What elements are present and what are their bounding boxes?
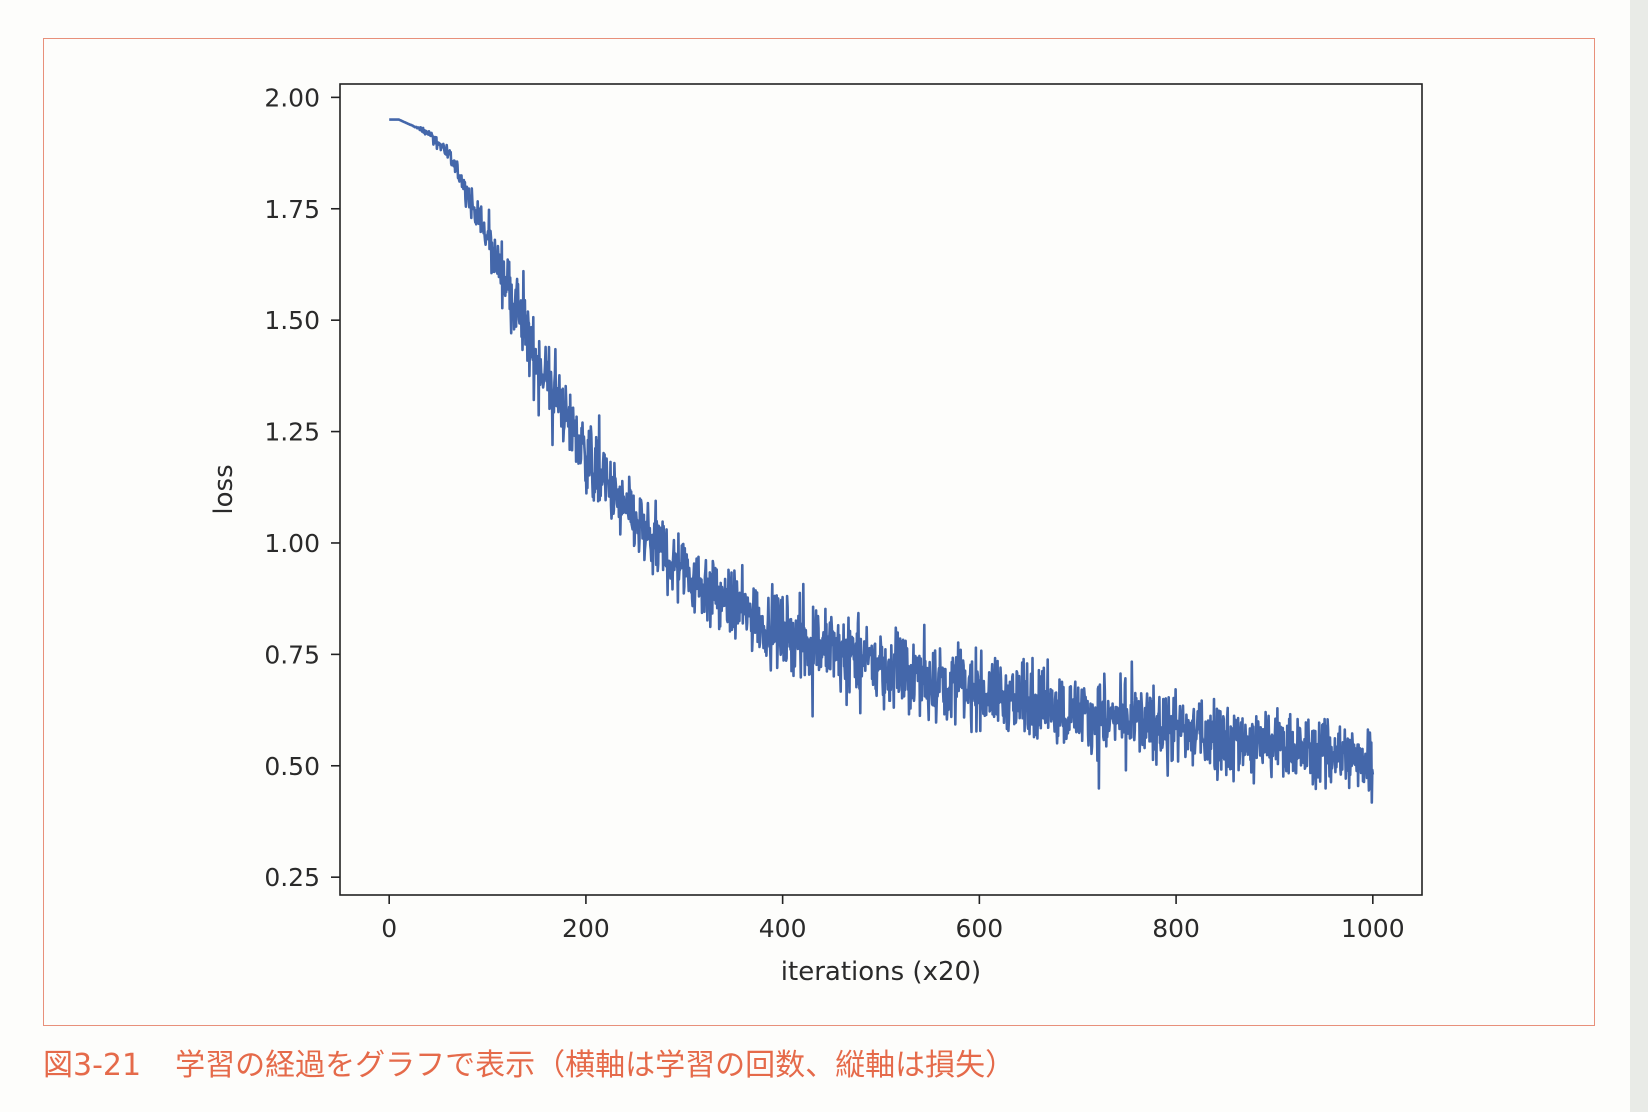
y-tick-label: 0.75 (264, 640, 320, 669)
y-tick-label: 1.25 (264, 418, 320, 447)
x-axis-ticks: 0 200 400 600 800 1000 (381, 895, 1405, 943)
figure-number: 図3-21 (43, 1048, 142, 1083)
figure-frame (43, 38, 1595, 1026)
y-tick-label: 1.50 (264, 306, 320, 335)
page-edge (1630, 0, 1648, 1112)
y-tick-label: 1.75 (264, 195, 320, 224)
y-axis-ticks: 0.25 0.50 0.75 1.00 1.25 1.50 1.75 2.00 (264, 83, 340, 892)
series-line-loss (388, 118, 1375, 804)
y-tick-label: 2.00 (264, 83, 320, 112)
x-axis-label: iterations (x20) (781, 957, 981, 987)
x-tick-label: 600 (956, 914, 1004, 943)
loss-chart: 0.25 0.50 0.75 1.00 1.25 1.50 1.75 2.00 0 200 400… (209, 83, 1423, 987)
x-tick-label: 1000 (1341, 914, 1405, 943)
plot-area (339, 83, 1423, 896)
y-tick-label: 0.50 (264, 752, 320, 781)
y-axis-label: loss (209, 464, 239, 514)
x-tick-label: 0 (381, 914, 397, 943)
caption-text: 学習の経過をグラフで表示（横軸は学習の回数、縦軸は損失） (175, 1048, 1016, 1083)
figure-caption: 図3-21 学習の経過をグラフで表示（横軸は学習の回数、縦軸は損失） (43, 1040, 1015, 1084)
y-tick-label: 1.00 (264, 529, 320, 558)
x-tick-label: 200 (562, 914, 610, 943)
x-tick-label: 400 (759, 914, 807, 943)
x-tick-label: 800 (1152, 914, 1200, 943)
y-tick-label: 0.25 (264, 863, 320, 892)
